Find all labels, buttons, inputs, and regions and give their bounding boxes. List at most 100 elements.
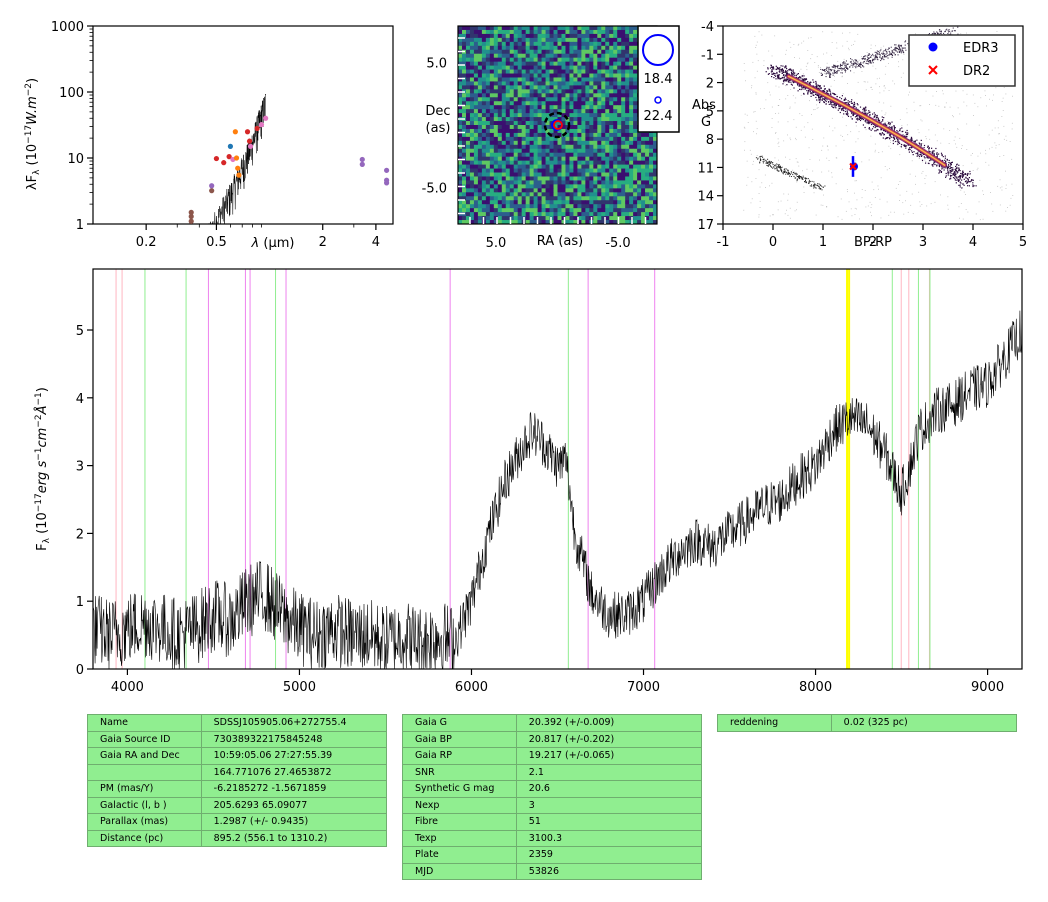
cmd-ms-star <box>874 115 876 117</box>
cmd-ms-star <box>784 66 786 68</box>
image-pixel <box>605 192 610 197</box>
cmd-ms-star <box>959 170 961 172</box>
image-pixel <box>485 176 491 181</box>
cmd-giant-star <box>905 40 907 42</box>
image-pixel <box>521 57 527 63</box>
image-pixel <box>593 164 598 169</box>
image-pixel <box>609 220 614 225</box>
image-pixel <box>505 212 511 217</box>
image-pixel <box>485 93 491 98</box>
image-pixel <box>533 69 538 74</box>
cmd-ms-star <box>956 172 958 174</box>
cmd-field-star <box>753 111 755 113</box>
image-pixel <box>553 156 558 162</box>
cmd-ms-star <box>856 117 859 119</box>
image-pixel <box>585 109 590 114</box>
image-pixel <box>605 140 610 146</box>
image-pixel <box>561 184 566 189</box>
image-pixel <box>569 136 574 142</box>
cmd-field-star <box>944 106 946 108</box>
image-pixel <box>565 176 570 181</box>
image-pixel <box>649 196 654 201</box>
cmd-giant-star <box>934 32 936 34</box>
image-pixel <box>565 156 570 162</box>
image-pixel <box>473 140 479 146</box>
cmd-field-star <box>858 131 860 133</box>
image-pixel <box>537 184 542 189</box>
cmd-field-star <box>962 165 964 167</box>
cmd-field-star <box>789 207 791 209</box>
image-pixel <box>493 69 499 74</box>
image-pixel <box>545 105 550 110</box>
image-pixel <box>481 132 487 138</box>
image-pixel <box>521 109 527 114</box>
cmd-ms-star <box>928 157 930 159</box>
cmd-ms-star <box>777 76 779 78</box>
cmd-ms-star <box>897 140 899 142</box>
image-pixel <box>537 208 542 213</box>
image-pixel <box>593 93 598 98</box>
image-pixel <box>485 220 491 225</box>
image-pixel <box>517 81 523 86</box>
image-pixel <box>561 33 566 39</box>
cmd-ms-star <box>892 136 894 138</box>
image-pixel <box>629 61 634 66</box>
cmd-field-star <box>775 132 776 134</box>
cmd-field-star <box>775 132 777 133</box>
image-pixel <box>609 216 614 221</box>
cmd-field-star <box>947 204 949 206</box>
image-pixel <box>581 192 586 197</box>
cmd-field-star <box>798 165 800 167</box>
image-pixel <box>645 168 650 173</box>
image-pixel <box>585 121 590 126</box>
image-pixel <box>569 164 574 169</box>
image-pixel <box>513 216 519 221</box>
image-pixel <box>481 85 487 90</box>
image-pixel <box>458 109 463 114</box>
image-pixel <box>569 113 574 118</box>
cmd-ms-star <box>807 81 809 83</box>
image-pixel <box>501 200 507 205</box>
image-pixel <box>529 220 535 225</box>
cmd-field-star <box>853 72 855 74</box>
image-pixel <box>521 61 527 66</box>
cmd-field-star <box>1011 183 1013 185</box>
cmd-field-star <box>974 102 976 104</box>
image-pixel <box>589 164 594 169</box>
cmd-ms-star <box>908 151 910 153</box>
image-pixel <box>465 41 471 47</box>
cmd-ms-star <box>881 132 883 134</box>
cmd-giant-star <box>834 64 836 66</box>
image-pixel <box>485 113 491 118</box>
image-pixel <box>529 168 535 173</box>
cmd-field-star <box>881 110 883 112</box>
image-pixel <box>585 105 590 110</box>
image-pixel <box>465 77 471 82</box>
image-pixel <box>545 188 550 193</box>
image-pixel <box>573 192 578 197</box>
cmd-field-star <box>850 208 852 210</box>
cmd-field-star <box>881 151 883 153</box>
image-pixel <box>593 105 598 110</box>
cmd-ms-star <box>958 164 960 166</box>
cmd-ms-star <box>849 101 851 103</box>
image-pixel <box>593 53 598 59</box>
image-pixel <box>597 109 602 114</box>
image-pixel <box>601 200 606 205</box>
cmd-ms-star <box>778 68 780 70</box>
cmd-ms-star <box>867 112 869 114</box>
cmd-ms-star <box>887 123 889 125</box>
image-pixel <box>581 53 586 59</box>
image-pixel <box>505 200 511 205</box>
cmd-ms-star <box>917 153 919 155</box>
cmd-ms-star <box>954 179 956 181</box>
image-pixel <box>597 85 602 90</box>
image-pixel <box>501 148 507 154</box>
image-pixel <box>549 192 554 197</box>
image-pixel <box>601 81 606 86</box>
image-pixel <box>605 85 610 90</box>
cmd-ms-star <box>939 165 941 168</box>
image-pixel <box>601 117 606 122</box>
image-pixel <box>501 101 507 106</box>
image-pixel <box>597 160 602 165</box>
